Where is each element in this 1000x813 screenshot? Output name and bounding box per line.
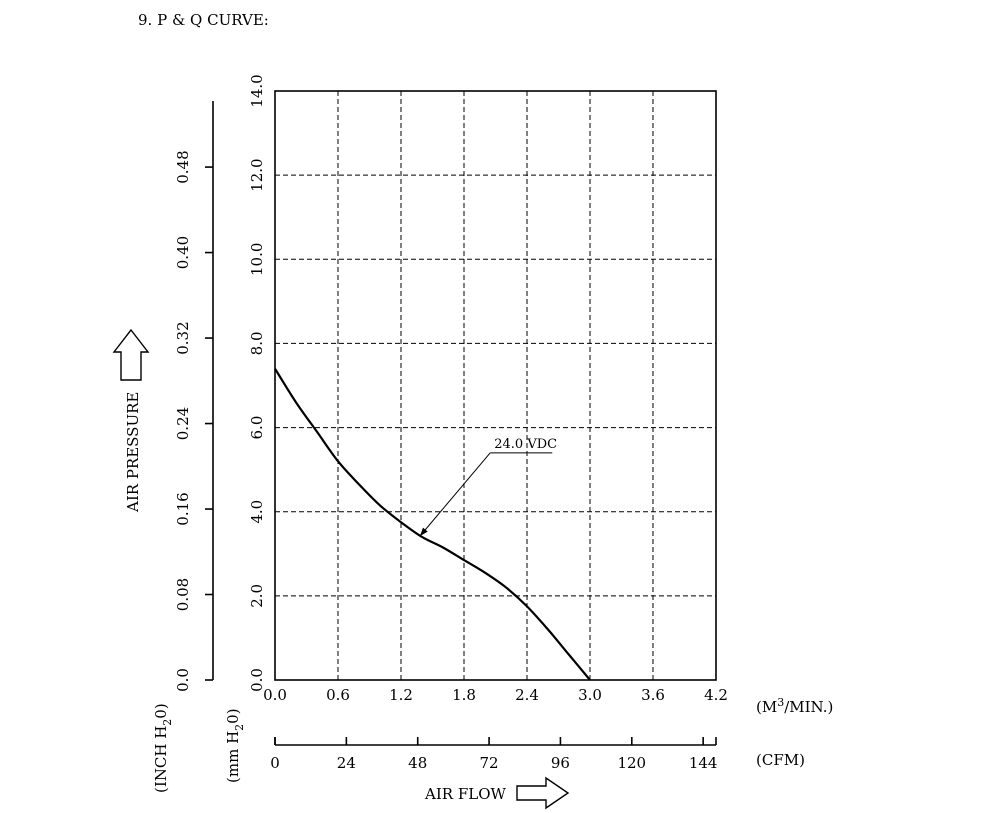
series-annotation: 24.0 VDC (419, 437, 557, 537)
right-arrow-icon (516, 776, 570, 810)
mm-tick-label: 12.0 (248, 158, 266, 191)
cfm-tick-label: 144 (689, 754, 718, 772)
mm-tick-label: 10.0 (248, 243, 266, 276)
series-line-24vdc (274, 368, 591, 681)
cfm-tick-label: 48 (408, 754, 427, 772)
up-arrow-icon (112, 328, 150, 381)
mm-tick-label: 8.0 (248, 331, 266, 355)
inch-tick-label: 0.0 (174, 668, 192, 692)
annotation-arrowhead (419, 527, 428, 537)
cfm-tick-label: 0 (270, 754, 280, 772)
cfm-tick-label: 72 (480, 754, 499, 772)
mm-tick-label: 6.0 (248, 416, 266, 440)
inch-tick-label: 0.08 (174, 578, 192, 611)
cfm-axis-ticks: 0 24 48 72 96 120 144 (270, 737, 717, 772)
cfm-tick-label: 96 (551, 754, 570, 772)
series-label: 24.0 VDC (494, 437, 557, 452)
inch-tick-label: 0.32 (174, 321, 192, 354)
inch-tick-label: 0.48 (174, 150, 192, 183)
m3-axis-labels: 0.0 0.6 1.2 1.8 2.4 3.0 3.6 4.2 (263, 686, 728, 704)
m3-tick-label: 2.4 (515, 686, 539, 704)
inch-tick-label: 0.24 (174, 407, 192, 440)
m3-tick-label: 3.0 (578, 686, 602, 704)
m3-tick-label: 1.2 (389, 686, 413, 704)
cfm-tick-label: 120 (617, 754, 646, 772)
plot-frame (274, 90, 717, 681)
m3-unit-label: (M3/MIN.) (756, 696, 833, 716)
mm-tick-label: 2.0 (248, 584, 266, 608)
m3-tick-label: 0.6 (326, 686, 350, 704)
grid (275, 91, 716, 680)
page-heading: 9. P & Q CURVE: (138, 11, 269, 29)
m3-tick-label: 3.6 (641, 686, 665, 704)
inch-tick-label: 0.16 (174, 492, 192, 525)
m3-tick-label: 4.2 (704, 686, 728, 704)
m3-tick-label: 0.0 (263, 686, 287, 704)
mm-tick-label: 14.0 (248, 74, 266, 107)
mm-axis-labels: 0.0 2.0 4.0 6.0 8.0 10.0 12.0 14.0 (248, 74, 266, 692)
cfm-unit-label: (CFM) (756, 751, 805, 769)
annotation-leader (419, 452, 491, 537)
x-axis-title: AIR FLOW (424, 785, 506, 803)
cfm-tick-label: 24 (337, 754, 356, 772)
m3-tick-label: 1.8 (452, 686, 476, 704)
mm-tick-label: 4.0 (248, 500, 266, 524)
inch-axis-ticks: 0.0 0.08 0.16 0.24 0.32 0.40 0.48 (174, 150, 213, 692)
inch-tick-label: 0.40 (174, 236, 192, 269)
y-axis-title: AIR PRESSURE (124, 392, 142, 513)
mm-unit-label: (mm H20) (224, 708, 246, 783)
inch-unit-label: (INCH H20) (152, 703, 174, 793)
mm-tick-label: 0.0 (248, 668, 266, 692)
